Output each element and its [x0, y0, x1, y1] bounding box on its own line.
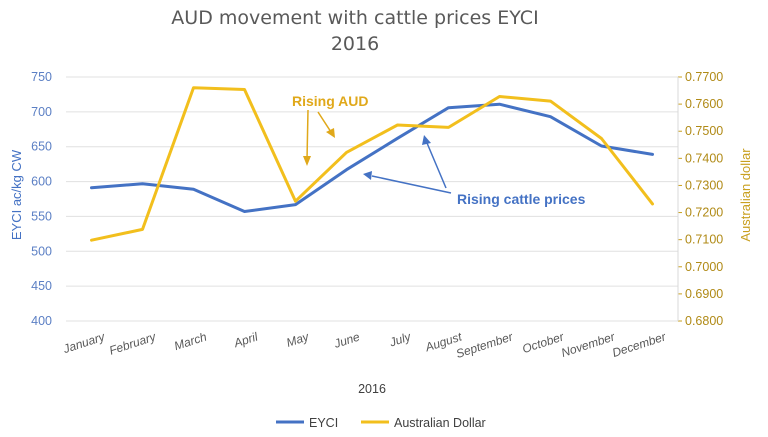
x-tick-label: July [387, 329, 414, 350]
right-tick-label: 0.7400 [685, 151, 723, 165]
series-lines [90, 86, 654, 242]
eyci-series-line [90, 102, 654, 213]
right-axis-ticks: 0.7700 0.7600 0.7500 0.7400 0.7300 0.7200 0.71… [678, 70, 723, 328]
x-tick-label: January [61, 329, 108, 356]
left-tick-label: 700 [31, 105, 52, 119]
x-tick-label: October [521, 329, 567, 356]
x-tick-label: June [331, 329, 361, 351]
left-tick-label: 750 [31, 70, 52, 84]
arrow-cattle-aug-head [422, 135, 431, 145]
left-tick-label: 450 [31, 279, 52, 293]
left-tick-label: 400 [31, 314, 52, 328]
legend-eyci-label: EYCI [309, 416, 338, 430]
legend-aud-label: Australian Dollar [394, 416, 486, 430]
annotations: Rising AUD Rising cattle prices [292, 93, 586, 207]
gridlines [66, 76, 678, 322]
right-tick-label: 0.7700 [685, 70, 723, 84]
left-tick-label: 550 [31, 209, 52, 223]
left-tick-label: 500 [31, 244, 52, 258]
right-tick-label: 0.7300 [685, 178, 723, 192]
right-axis-label: Australian dollar [738, 148, 753, 242]
arrow-cattle-june-head [363, 171, 372, 180]
arrow-aud-june-head [326, 128, 335, 138]
right-tick-label: 0.7200 [685, 206, 723, 220]
right-tick-label: 0.7100 [685, 233, 723, 247]
x-tick-label: December [610, 329, 668, 360]
chart-title: AUD movement with cattle prices EYCI [171, 7, 538, 29]
x-tick-label: March [172, 329, 208, 353]
right-tick-label: 0.7500 [685, 124, 723, 138]
arrow-aud-may [306, 109, 309, 161]
x-tick-label: September [454, 329, 515, 361]
x-axis-label: 2016 [358, 382, 386, 396]
arrow-cattle-june [371, 175, 452, 194]
right-tick-label: 0.7600 [685, 97, 723, 111]
right-tick-label: 0.6900 [685, 287, 723, 301]
x-tick-label: February [107, 329, 158, 357]
x-axis-ticks: January February March April May June July Augu… [61, 329, 669, 361]
arrow-aud-may-head [303, 156, 311, 166]
chart-subtitle: 2016 [331, 33, 379, 55]
aud-series-line [90, 86, 654, 242]
arrow-cattle-aug [426, 142, 447, 189]
right-tick-label: 0.7000 [685, 260, 723, 274]
annotation-rising-cattle-prices: Rising cattle prices [457, 191, 586, 207]
x-tick-label: May [285, 329, 312, 350]
arrow-aud-june [317, 111, 332, 133]
x-tick-label: April [231, 329, 259, 350]
legend: EYCI Australian Dollar [276, 416, 486, 430]
left-tick-label: 600 [31, 175, 52, 189]
x-tick-label: November [559, 329, 617, 360]
left-axis-label: EYCI ac/kg CW [9, 149, 24, 240]
right-tick-label: 0.6800 [685, 314, 723, 328]
left-tick-label: 650 [31, 140, 52, 154]
annotation-rising-aud: Rising AUD [292, 93, 368, 109]
left-axis-ticks: 750 700 650 600 550 500 450 400 [31, 70, 52, 328]
